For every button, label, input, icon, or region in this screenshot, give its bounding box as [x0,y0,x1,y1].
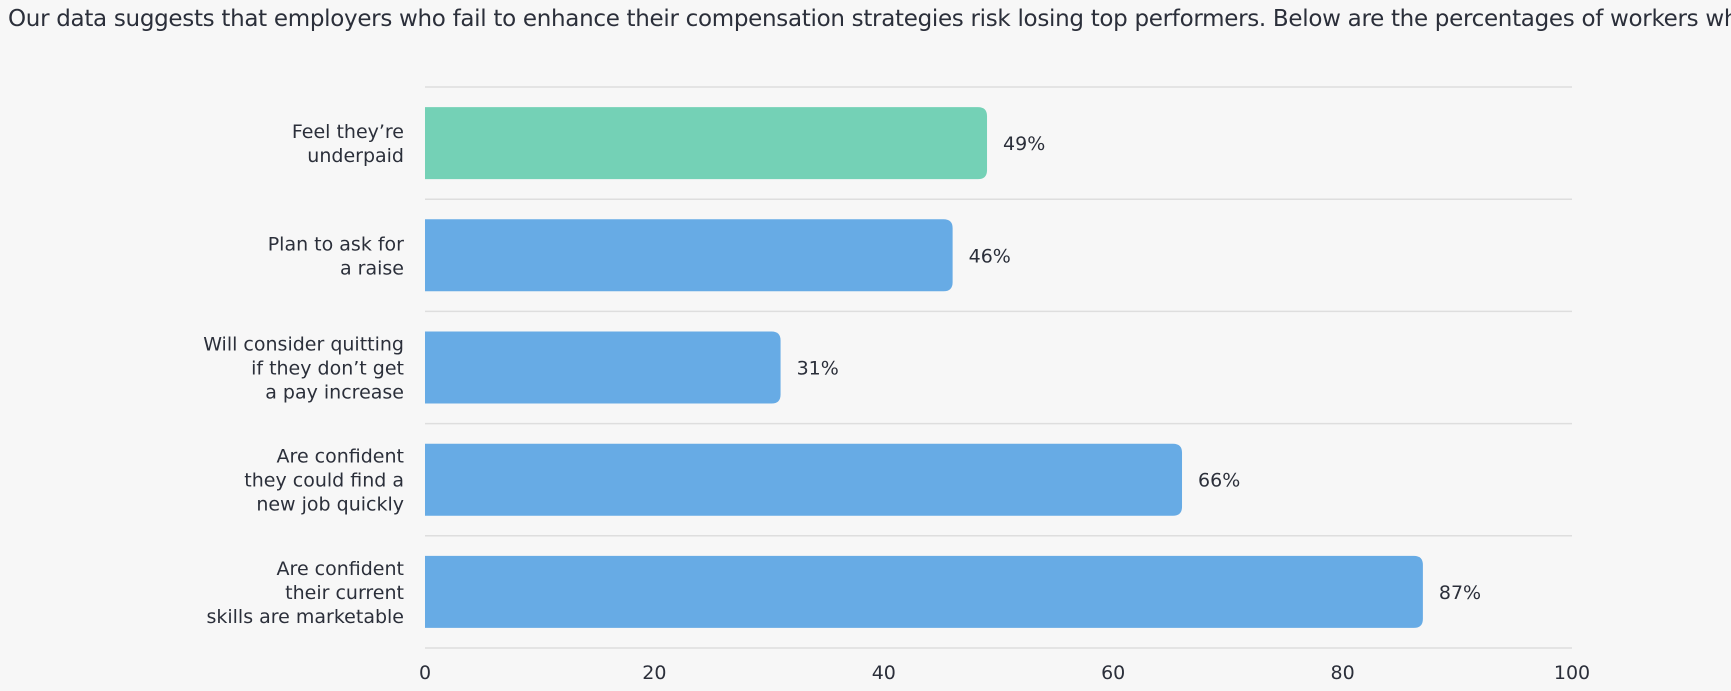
intro-text: Our data suggests that employers who fai… [8,6,1731,32]
bars [425,107,1423,628]
bar [425,107,988,180]
value-label: 46% [969,245,1011,267]
bar [425,331,781,404]
category-label: Feel they’re underpaid [292,121,404,167]
bar [425,443,1183,516]
category-labels: Feel they’re underpaid Plan to ask for a ra… [203,121,404,628]
category-label: Are confident their current skills are mar… [206,558,404,628]
value-labels: 49% 46% 31% 66% 87% [797,133,1482,604]
x-tick-label: 40 [872,662,896,684]
bar [425,555,1423,628]
bar [425,219,953,292]
value-label: 87% [1439,582,1481,604]
category-label: Will consider quitting if they don’t get a… [203,334,404,404]
x-tick-label: 0 [419,662,431,684]
category-label: Plan to ask for a raise [268,233,404,279]
value-label: 66% [1198,470,1240,492]
x-tick-label: 20 [642,662,666,684]
grid-lines [425,86,1572,649]
x-axis-ticks: 0 20 40 60 80 100 [419,662,1590,684]
category-label: Are confident they could find a new job qu… [244,446,404,516]
x-tick-label: 60 [1101,662,1125,684]
value-label: 49% [1003,133,1045,155]
x-tick-label: 80 [1331,662,1355,684]
x-tick-label: 100 [1554,662,1590,684]
value-label: 31% [797,358,839,380]
